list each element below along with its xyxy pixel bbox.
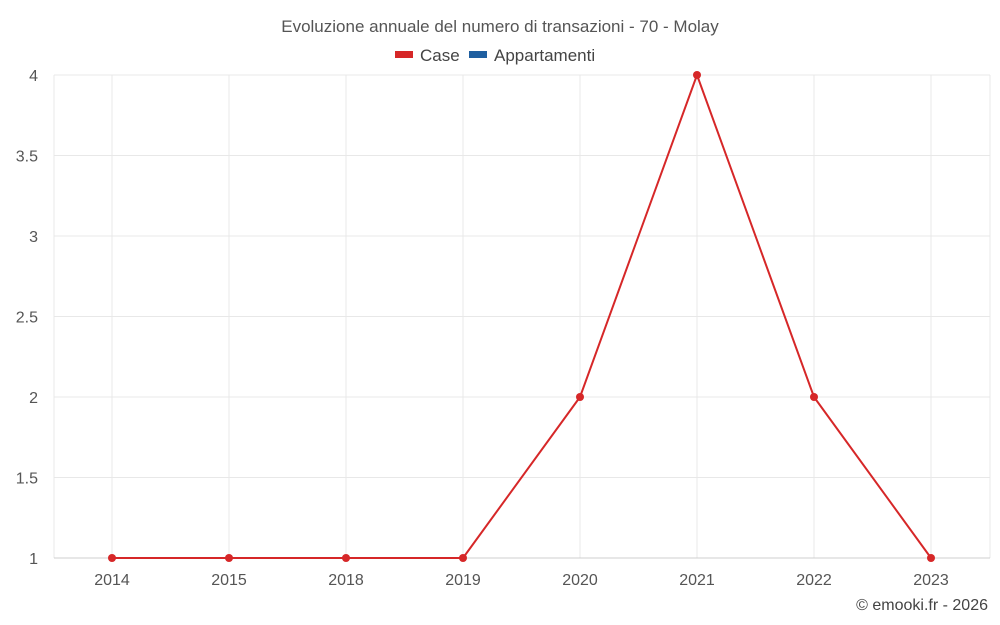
x-tick-label: 2014: [94, 572, 130, 589]
chart-title: Evoluzione annuale del numero di transaz…: [281, 17, 719, 36]
series-case: [108, 71, 935, 562]
y-axis-ticks: 1 1.5 2 2.5 3 3.5 4: [16, 68, 38, 568]
x-tick-label: 2019: [445, 572, 481, 589]
x-tick-label: 2018: [328, 572, 364, 589]
x-tick-label: 2015: [211, 572, 247, 589]
data-point[interactable]: [459, 554, 467, 562]
legend: Case Appartamenti: [395, 46, 595, 65]
data-point[interactable]: [576, 393, 584, 401]
y-gridlines: [54, 74, 990, 559]
x-tick-label: 2022: [796, 572, 832, 589]
y-tick-label: 2: [29, 390, 38, 407]
data-point[interactable]: [927, 554, 935, 562]
x-tick-label: 2020: [562, 572, 598, 589]
series-layer: [108, 71, 935, 562]
data-point[interactable]: [108, 554, 116, 562]
legend-swatch: [395, 51, 413, 58]
data-point[interactable]: [225, 554, 233, 562]
y-tick-label: 2.5: [16, 310, 38, 327]
series-line: [112, 74, 932, 559]
legend-label: Appartamenti: [494, 46, 595, 65]
legend-label: Case: [420, 46, 460, 65]
y-tick-label: 4: [29, 68, 38, 85]
data-point[interactable]: [342, 554, 350, 562]
y-tick-label: 1: [29, 551, 38, 568]
y-tick-label: 1.5: [16, 471, 38, 488]
credit-text: © emooki.fr - 2026: [856, 597, 988, 614]
legend-swatch: [469, 51, 487, 58]
y-tick-label: 3: [29, 229, 38, 246]
legend-item-1[interactable]: Appartamenti: [469, 46, 595, 65]
y-tick-label: 3.5: [16, 149, 38, 166]
data-point[interactable]: [810, 393, 818, 401]
data-point[interactable]: [693, 71, 701, 79]
x-gridlines: [53, 75, 991, 558]
x-tick-label: 2021: [679, 572, 715, 589]
x-axis-ticks: 2014 2015 2018 2019 2020 2021 2022 2023: [94, 572, 949, 589]
x-tick-label: 2023: [913, 572, 949, 589]
legend-item-0[interactable]: Case: [395, 46, 460, 65]
